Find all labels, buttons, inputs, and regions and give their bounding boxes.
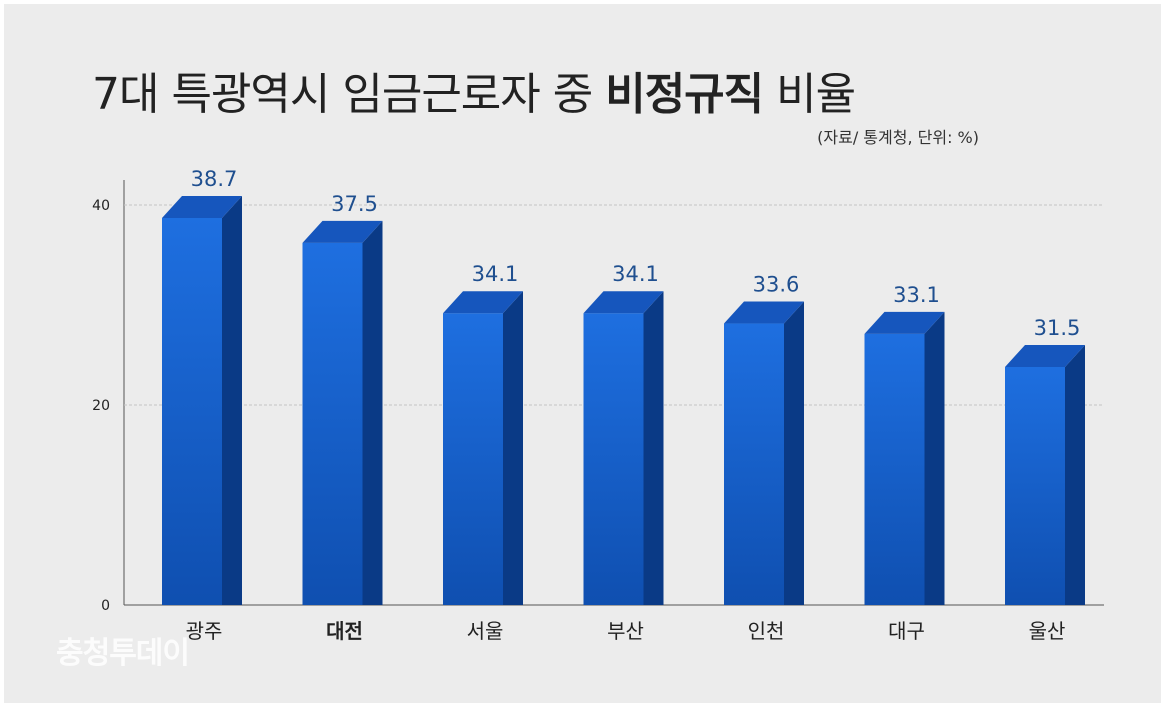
bar-side	[222, 196, 242, 605]
data-label: 34.1	[472, 262, 519, 286]
title-bold: 비정규직	[605, 69, 764, 120]
bar-side	[362, 220, 383, 606]
bar-front	[724, 323, 784, 605]
bar-side	[784, 301, 804, 605]
x-tick-label: 광주	[186, 619, 223, 643]
x-tick-label: 대전	[326, 619, 363, 643]
x-tick-label: 인천	[748, 619, 785, 643]
x-tick-label: 부산	[607, 619, 644, 643]
bar-front	[443, 313, 503, 605]
bar-front	[1005, 367, 1065, 605]
bar	[162, 196, 242, 605]
bar-front	[864, 333, 925, 605]
bar	[302, 220, 383, 606]
bar-front	[162, 218, 222, 605]
y-tick-label: 20	[92, 398, 110, 414]
chart-title: 7대 특광역시 임금근로자 중 비정규직 비율	[92, 58, 856, 122]
x-tick-label: 서울	[467, 619, 504, 643]
bar-side	[643, 291, 664, 605]
bar	[583, 291, 664, 605]
bar	[1005, 345, 1085, 605]
source-note: (자료/ 통계청, 단위: %)	[817, 128, 979, 147]
bar-top	[1005, 345, 1085, 367]
y-tick-label: 40	[92, 198, 110, 214]
bar-top	[443, 291, 523, 314]
data-label: 33.1	[893, 283, 940, 307]
watermark-logo: 충청투데이	[56, 636, 190, 671]
data-label: 38.7	[191, 167, 238, 191]
data-label: 34.1	[612, 262, 659, 286]
data-label: 31.5	[1034, 316, 1081, 340]
bar	[443, 291, 523, 605]
bar-top	[162, 196, 242, 218]
title-prefix: 7대 특광역시 임금근로자 중	[92, 69, 606, 120]
bar-front	[302, 242, 363, 606]
y-tick-label: 0	[101, 598, 110, 614]
bar	[724, 301, 804, 605]
x-tick-label: 대구	[888, 619, 925, 643]
bar	[864, 311, 945, 605]
data-label: 37.5	[331, 192, 378, 216]
title-suffix: 비율	[763, 69, 856, 120]
bar-top	[583, 291, 664, 314]
bar-side	[1065, 345, 1085, 605]
data-label: 33.6	[753, 273, 800, 297]
bar-side	[503, 291, 523, 605]
x-tick-label: 울산	[1029, 619, 1066, 643]
bar-top	[864, 311, 945, 334]
bar-top	[302, 220, 383, 243]
bar-side	[924, 311, 945, 605]
bar-top	[724, 301, 804, 324]
bar-front	[583, 313, 644, 605]
